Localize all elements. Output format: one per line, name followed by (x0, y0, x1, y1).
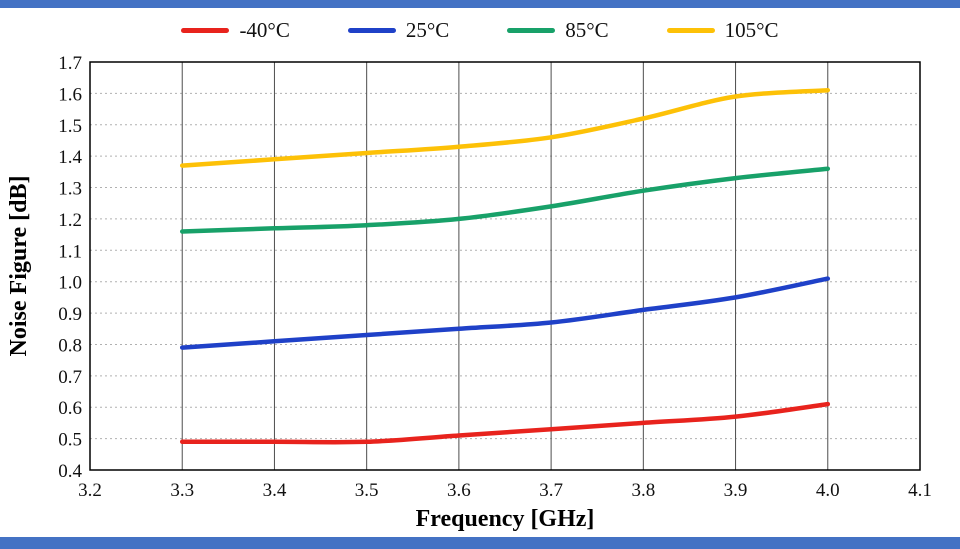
y-tick-label: 1.7 (58, 53, 82, 74)
legend-item: 85°C (507, 17, 609, 43)
y-axis-title: Noise Figure [dB] (6, 176, 32, 357)
y-tick-label: 0.9 (58, 304, 82, 325)
y-tick-label: 1.1 (58, 241, 82, 262)
x-axis-title: Frequency [GHz] (416, 506, 595, 532)
legend-swatch (507, 27, 556, 33)
y-tick-label: 0.5 (58, 430, 82, 451)
legend-swatch (347, 27, 396, 33)
x-tick-label: 4.1 (908, 480, 932, 501)
series-line (179, 401, 831, 445)
y-tick-label: 0.8 (58, 335, 82, 356)
x-tick-label: 3.9 (724, 480, 748, 501)
x-tick-label: 3.6 (447, 480, 471, 501)
series-line (179, 276, 831, 350)
plot-border (89, 61, 921, 471)
x-tick-label: 4.0 (816, 480, 840, 501)
x-tick-label: 3.7 (539, 480, 563, 501)
legend-label: -40°C (239, 17, 290, 42)
top-accent-bar (0, 0, 960, 8)
chart-legend: -40°C 25°C 85°C 105°C (0, 12, 960, 48)
y-tick-label: 1.2 (58, 210, 82, 231)
legend-item: 105°C (666, 17, 779, 43)
legend-swatch (666, 27, 715, 33)
series-line (179, 87, 831, 168)
x-tick-label: 3.4 (263, 480, 287, 501)
x-tick-label: 3.3 (170, 480, 194, 501)
x-tick-label: 3.8 (631, 480, 655, 501)
y-tick-label: 1.4 (58, 147, 82, 168)
legend-item: 25°C (347, 17, 450, 43)
y-tick-label: 1.0 (58, 273, 82, 294)
y-tick-label: 1.3 (58, 179, 82, 200)
legend-label: 25°C (405, 17, 450, 42)
legend-item: -40°C (181, 17, 290, 43)
legend-swatch (181, 27, 230, 33)
y-tick-label: 1.6 (58, 84, 82, 105)
y-tick-label: 0.7 (58, 367, 82, 388)
x-tick-label: 3.2 (78, 480, 102, 501)
legend-label: 105°C (724, 17, 779, 42)
bottom-accent-bar (0, 537, 960, 549)
series-line (179, 166, 831, 234)
y-tick-label: 0.4 (58, 461, 82, 482)
y-tick-label: 0.6 (58, 398, 82, 419)
x-tick-label: 3.5 (355, 480, 379, 501)
legend-label: 85°C (565, 17, 609, 42)
y-tick-label: 1.5 (58, 116, 82, 137)
